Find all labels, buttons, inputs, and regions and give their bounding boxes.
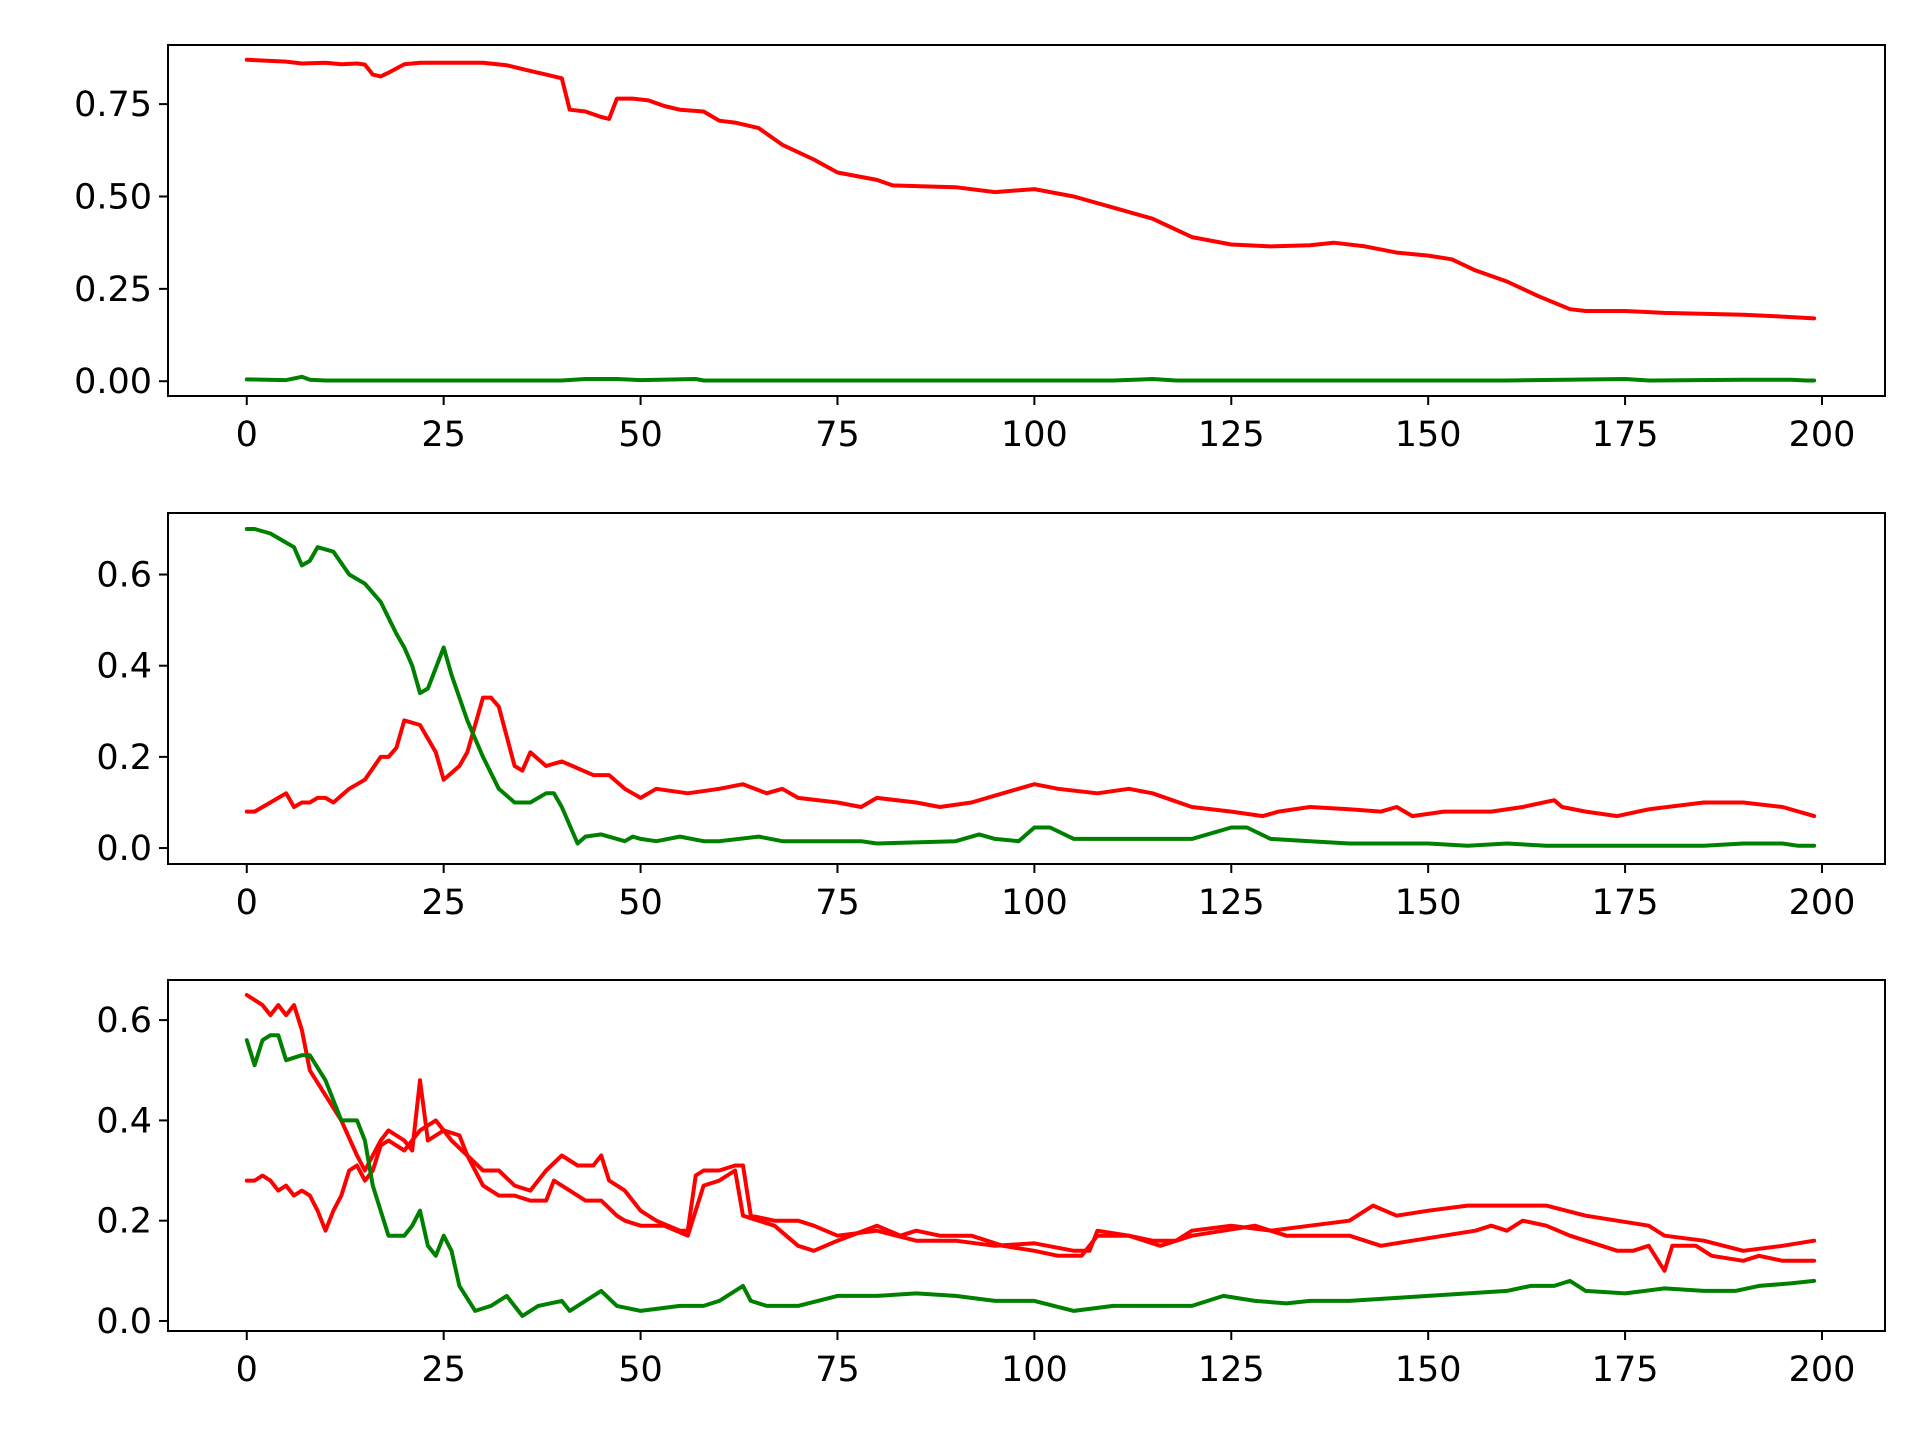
x-tick-label: 100: [1001, 415, 1068, 455]
x-tick-label: 150: [1395, 415, 1462, 455]
x-tick-label: 75: [815, 1350, 860, 1390]
x-tick-label: 100: [1001, 1350, 1068, 1390]
series-line-3-2: [244, 1118, 1817, 1273]
y-tick-label: 0.00: [74, 362, 152, 402]
x-tick-label: 125: [1198, 1350, 1265, 1390]
y-tick-label: 0.25: [74, 270, 152, 310]
y-tick-label: 0.2: [96, 738, 152, 778]
series-line-1-2: [244, 374, 1817, 383]
x-tick-label: 175: [1592, 415, 1659, 455]
y-tick-label: 0.75: [74, 85, 152, 125]
chart-panel-3: 0 25 50 75 100 125 150 175 200 0.0 0.2 0.4 0.6: [96, 979, 1886, 1390]
chart-panel-2: 0 25 50 75 100 125 150 175 200 0.0 0.2 0.4 0.6: [96, 512, 1886, 923]
x-tick-label: 125: [1198, 415, 1265, 455]
y-tick-label: 0.0: [96, 829, 152, 869]
series-line-3-1: [244, 993, 1817, 1253]
x-tick-label: 100: [1001, 883, 1068, 923]
y-tick-label: 0.6: [96, 556, 152, 596]
x-tick-label: 75: [815, 883, 860, 923]
series-line-3-3: [244, 1033, 1817, 1318]
y-tick-label: 0.2: [96, 1202, 152, 1242]
axes-frame: [167, 979, 1886, 1332]
series-line-2-1: [244, 695, 1817, 819]
y-tick-label: 0.6: [96, 1001, 152, 1041]
x-tick-label: 0: [236, 415, 258, 455]
x-tick-label: 175: [1592, 1350, 1659, 1390]
x-tick-label: 150: [1395, 1350, 1462, 1390]
x-tick-label: 175: [1592, 883, 1659, 923]
series-line-1-1: [244, 57, 1817, 321]
chart-panel-1: 0 25 50 75 100 125 150 175 200 0.00 0.25 0.50 0.75: [74, 44, 1886, 455]
x-tick-label: 0: [236, 1350, 258, 1390]
y-tick-label: 0.0: [96, 1302, 152, 1342]
y-tick-label: 0.50: [74, 177, 152, 217]
x-tick-label: 25: [421, 883, 466, 923]
x-tick-label: 200: [1789, 1350, 1856, 1390]
y-tick-label: 0.4: [96, 1101, 152, 1141]
y-tick-label: 0.4: [96, 647, 152, 687]
x-tick-label: 50: [618, 1350, 663, 1390]
x-tick-label: 25: [421, 1350, 466, 1390]
x-tick-label: 25: [421, 415, 466, 455]
x-tick-label: 200: [1789, 415, 1856, 455]
axes-frame: [167, 512, 1886, 865]
x-tick-label: 125: [1198, 883, 1265, 923]
axes-frame: [167, 44, 1886, 397]
series-line-2-2: [244, 527, 1817, 848]
x-tick-label: 0: [236, 883, 258, 923]
x-tick-label: 200: [1789, 883, 1856, 923]
x-tick-label: 75: [815, 415, 860, 455]
x-tick-label: 50: [618, 415, 663, 455]
x-tick-label: 50: [618, 883, 663, 923]
x-tick-label: 150: [1395, 883, 1462, 923]
